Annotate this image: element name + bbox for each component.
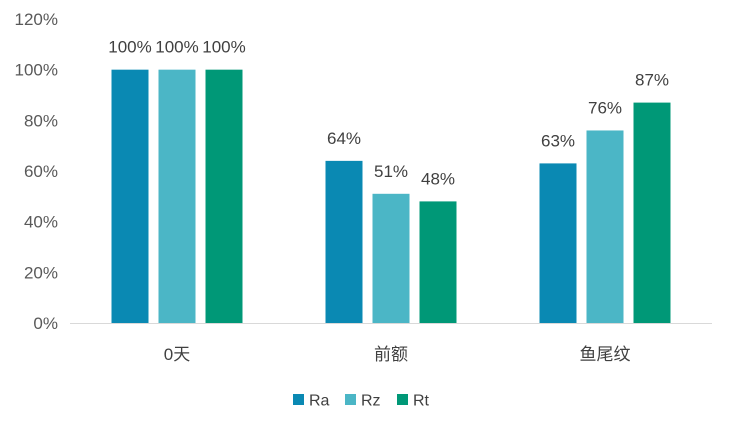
bar-rz bbox=[158, 69, 196, 324]
x-axis: 0天 前额 鱼尾纹 bbox=[70, 323, 712, 364]
legend-label: Ra bbox=[309, 393, 330, 410]
bar-ra bbox=[325, 160, 363, 323]
y-tick-label: 40% bbox=[24, 213, 58, 232]
legend-swatch-rt bbox=[397, 394, 408, 405]
y-tick-label: 20% bbox=[24, 263, 58, 282]
y-tick-label: 0% bbox=[33, 314, 58, 333]
data-label: 51% bbox=[374, 162, 408, 181]
data-label: 100% bbox=[202, 38, 245, 57]
bar-rt bbox=[633, 102, 671, 323]
y-tick-label: 80% bbox=[24, 111, 58, 130]
y-tick-label: 60% bbox=[24, 162, 58, 181]
data-label: 76% bbox=[588, 98, 622, 117]
bar-rt bbox=[205, 69, 243, 324]
plot-area: 100% 100% 100%64%51% 48%63%76%87% bbox=[108, 38, 671, 324]
legend-swatch-rz bbox=[345, 394, 356, 405]
x-category-label: 鱼尾纹 bbox=[580, 345, 631, 364]
legend-label: Rz bbox=[361, 393, 381, 410]
data-label: 100% bbox=[155, 38, 198, 57]
x-category-label: 0天 bbox=[164, 345, 190, 364]
y-tick-label: 100% bbox=[15, 61, 58, 80]
x-category-label: 前额 bbox=[374, 345, 408, 364]
bar-ra bbox=[111, 69, 149, 324]
y-axis: 0% 20% 40% 60% 80% 100% 120% bbox=[15, 10, 58, 333]
legend-swatch-ra bbox=[293, 394, 304, 405]
data-label: 64% bbox=[327, 129, 361, 148]
data-label: 87% bbox=[635, 71, 669, 90]
bar-ra bbox=[539, 163, 577, 323]
data-label: 100% bbox=[108, 38, 151, 57]
bar-rz bbox=[372, 193, 410, 323]
bar-rt bbox=[419, 201, 457, 323]
legend-label: Rt bbox=[413, 393, 430, 410]
data-label: 48% bbox=[421, 169, 455, 188]
y-tick-label: 120% bbox=[15, 10, 58, 29]
bar-rz bbox=[586, 130, 624, 323]
data-label: 63% bbox=[541, 131, 575, 150]
legend: Ra Rz Rt bbox=[293, 393, 430, 410]
